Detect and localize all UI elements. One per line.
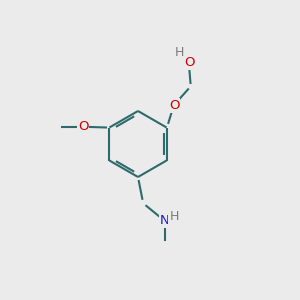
Text: H: H [175, 46, 184, 59]
Text: H: H [169, 210, 179, 223]
Text: N: N [160, 214, 169, 227]
Text: O: O [78, 120, 88, 134]
Text: O: O [169, 99, 179, 112]
Text: O: O [184, 56, 194, 69]
